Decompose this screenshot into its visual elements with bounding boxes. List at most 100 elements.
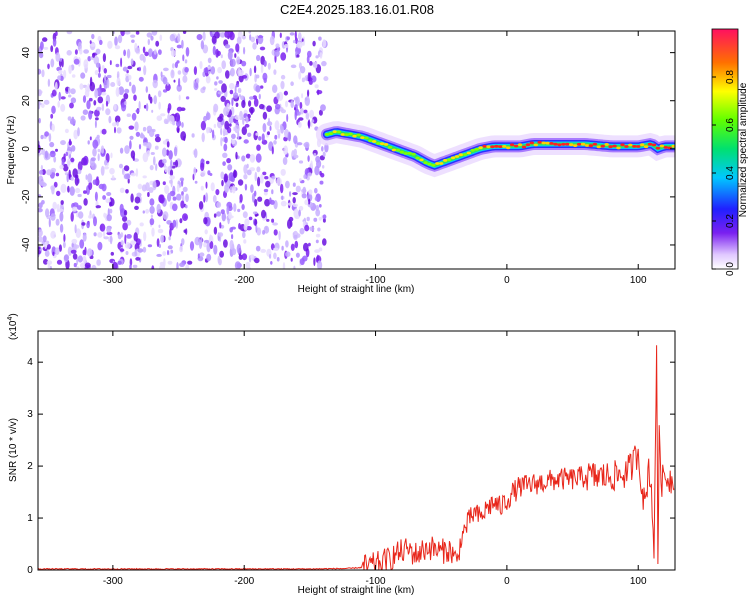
noise-speckle (299, 66, 306, 74)
noise-speckle (162, 211, 169, 220)
noise-speckle (43, 99, 50, 105)
noise-speckle (47, 78, 51, 87)
noise-speckle (191, 133, 195, 138)
noise-speckle (69, 186, 75, 196)
noise-speckle (53, 156, 57, 163)
noise-speckle (70, 249, 77, 254)
noise-speckle (292, 182, 296, 187)
noise-speckle (97, 148, 101, 153)
noise-speckle (113, 103, 117, 111)
noise-speckle (246, 169, 252, 176)
noise-speckle (50, 58, 55, 68)
noise-speckle (254, 171, 258, 182)
noise-speckle (229, 89, 234, 95)
noise-speckle (129, 81, 132, 87)
noise-speckle (302, 186, 307, 194)
noise-speckle (292, 40, 296, 44)
noise-speckle (223, 173, 229, 183)
noise-speckle (115, 87, 120, 97)
noise-speckle (60, 140, 66, 146)
noise-speckle (193, 167, 197, 176)
spectrogram-x-ticks: -300 -200 -100 0 100 (103, 31, 647, 286)
noise-speckle (263, 190, 268, 196)
x-tick-label: -200 (234, 275, 254, 286)
noise-speckle (260, 248, 267, 253)
noise-speckle (259, 103, 265, 110)
noise-speckle (74, 224, 77, 234)
spectrogram-y-label: Frequency (Hz) (6, 116, 17, 185)
noise-speckle (49, 265, 52, 269)
noise-speckle (162, 140, 168, 145)
noise-speckle (56, 203, 60, 213)
noise-speckle (60, 96, 66, 100)
noise-speckle (177, 128, 180, 134)
noise-speckle (68, 94, 72, 98)
noise-speckle (297, 111, 301, 116)
noise-speckle (38, 246, 41, 250)
noise-speckle (210, 66, 216, 75)
noise-speckle (60, 200, 64, 205)
noise-speckle (109, 60, 112, 66)
noise-speckle (280, 183, 284, 194)
noise-speckle (99, 39, 103, 46)
noise-speckle (163, 67, 169, 72)
noise-speckle (103, 236, 109, 240)
noise-speckle (315, 209, 321, 217)
noise-speckle (185, 228, 188, 235)
noise-speckle (179, 245, 184, 253)
noise-speckle (296, 41, 303, 49)
noise-speckle (158, 194, 164, 203)
spectrogram-y-ticks: -40 -20 0 20 40 (21, 47, 675, 252)
ridge-peak (565, 142, 570, 146)
noise-speckle (299, 227, 305, 235)
noise-speckle (52, 38, 57, 47)
noise-speckle (293, 234, 298, 239)
noise-speckle (114, 36, 118, 46)
noise-speckle (220, 127, 223, 136)
noise-speckle (131, 39, 135, 43)
noise-speckle (322, 218, 326, 223)
noise-speckle (134, 205, 139, 210)
noise-speckle (156, 238, 160, 248)
noise-speckle (130, 34, 136, 38)
noise-speckle (138, 76, 144, 82)
noise-speckle (95, 117, 99, 121)
noise-speckle (237, 87, 242, 94)
noise-speckle (79, 48, 83, 55)
noise-speckle (67, 116, 72, 121)
noise-speckle (153, 156, 156, 166)
noise-speckle (73, 58, 80, 65)
noise-speckle (68, 65, 72, 74)
noise-speckle (101, 103, 105, 112)
noise-speckle (227, 50, 233, 61)
noise-speckle (234, 115, 241, 121)
ridge-peak (368, 139, 373, 143)
noise-speckle (94, 119, 97, 129)
noise-speckle (64, 128, 69, 134)
noise-speckle (213, 103, 219, 113)
noise-speckle (176, 184, 180, 192)
noise-speckle (231, 248, 237, 256)
noise-speckle (271, 175, 276, 180)
noise-speckle (76, 205, 82, 210)
noise-speckle (109, 201, 113, 207)
noise-speckle (223, 143, 228, 152)
noise-speckle (46, 169, 52, 176)
noise-speckle (90, 162, 97, 171)
noise-speckle (269, 197, 272, 205)
noise-speckle (53, 181, 58, 188)
noise-speckle (163, 118, 168, 125)
noise-speckle (252, 42, 257, 50)
noise-speckle (100, 165, 105, 176)
noise-speckle (143, 231, 147, 242)
noise-speckle (250, 184, 254, 193)
noise-speckle (276, 177, 282, 186)
noise-speckle (285, 240, 289, 248)
noise-speckle (292, 203, 298, 208)
noise-speckle (243, 139, 249, 144)
noise-speckle (307, 172, 313, 177)
noise-speckle (220, 95, 226, 102)
noise-speckle (283, 44, 289, 48)
noise-speckle (68, 169, 71, 179)
